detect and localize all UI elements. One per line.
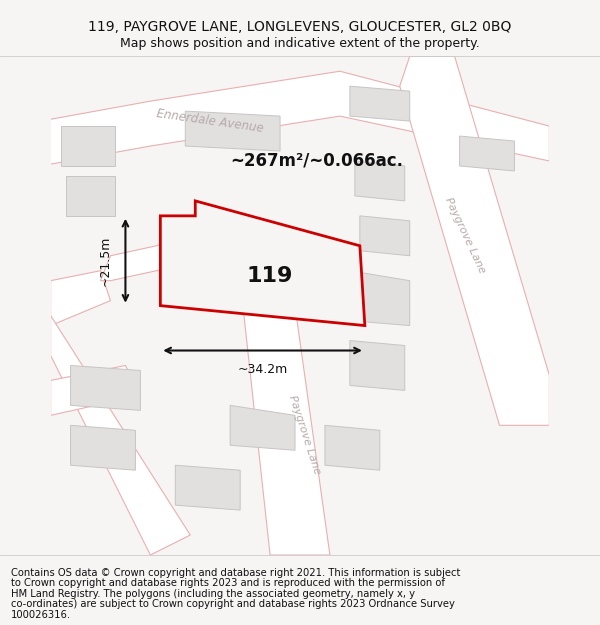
Text: Ennerdale Avenue: Ennerdale Avenue [156,107,265,135]
Text: Paygrove Lane: Paygrove Lane [443,196,487,276]
Text: 100026316.: 100026316. [11,610,71,620]
Polygon shape [460,136,514,171]
Text: Contains OS data © Crown copyright and database right 2021. This information is : Contains OS data © Crown copyright and d… [11,568,460,578]
Polygon shape [65,176,115,216]
Text: co-ordinates) are subject to Crown copyright and database rights 2023 Ordnance S: co-ordinates) are subject to Crown copyr… [11,599,455,609]
Polygon shape [350,86,410,121]
Polygon shape [400,56,550,426]
Text: 119, PAYGROVE LANE, LONGLEVENS, GLOUCESTER, GL2 0BQ: 119, PAYGROVE LANE, LONGLEVENS, GLOUCEST… [88,20,512,34]
Polygon shape [71,426,136,470]
Text: Map shows position and indicative extent of the property.: Map shows position and indicative extent… [120,38,480,50]
Polygon shape [355,161,405,201]
Polygon shape [50,366,140,416]
Text: ~267m²/~0.066ac.: ~267m²/~0.066ac. [230,152,403,170]
Polygon shape [100,231,225,281]
Polygon shape [61,126,115,166]
Polygon shape [71,366,140,411]
Text: Paygrove Lane: Paygrove Lane [287,394,323,476]
Text: to Crown copyright and database rights 2023 and is reproduced with the permissio: to Crown copyright and database rights 2… [11,578,445,588]
Polygon shape [50,271,110,326]
Polygon shape [41,71,550,166]
Text: HM Land Registry. The polygons (including the associated geometry, namely x, y: HM Land Registry. The polygons (includin… [11,589,415,599]
Polygon shape [50,316,190,555]
Polygon shape [230,406,295,450]
Polygon shape [240,271,330,555]
Polygon shape [325,426,380,470]
Polygon shape [175,465,240,510]
Text: ~34.2m: ~34.2m [238,363,288,376]
Text: 119: 119 [247,266,293,286]
Polygon shape [160,201,365,326]
Polygon shape [350,341,405,391]
Text: ~21.5m: ~21.5m [99,236,112,286]
Polygon shape [185,111,280,151]
Polygon shape [350,271,410,326]
Polygon shape [360,216,410,256]
